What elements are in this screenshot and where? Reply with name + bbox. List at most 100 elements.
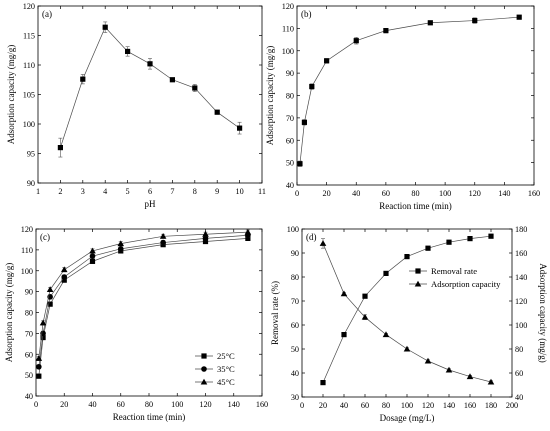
x-tick-label-c: 40	[88, 400, 96, 409]
chart-panel-a: 1 2 3 4 5 6 7 8 9 10 11 90 95 100 105 110 115 120 pH Adsorp…	[6, 2, 266, 209]
y-tick-label-right-d: 160	[515, 249, 527, 258]
x-tick-label-a: 8	[193, 187, 197, 196]
data-point-b-0	[297, 161, 303, 167]
data-point-b-0	[353, 38, 359, 44]
series-line-b-0	[299, 16, 520, 164]
x-tick-label-c: 120	[199, 400, 211, 409]
data-point-d-1	[319, 240, 327, 246]
legend-marker-c	[201, 353, 207, 359]
data-point-d-1	[340, 290, 348, 297]
data-point-d-0	[383, 270, 389, 276]
x-tick-label-b: 120	[469, 189, 481, 198]
y-tick-label-a: 110	[23, 61, 35, 70]
x-tick-label-c: 0	[34, 400, 38, 409]
x-tick-label-a: 1	[36, 187, 40, 196]
y-tick-label-a: 100	[23, 120, 35, 129]
data-point-c-2	[46, 286, 54, 293]
data-point-c-0	[36, 373, 42, 379]
chart-panel-b: 0 20 40 60 80 100 120 140 160 40 50 60 70 80 90 100 110 1…	[265, 2, 540, 211]
x-tick-label-d: 160	[464, 401, 476, 410]
y-tick-label-b: 40	[286, 181, 294, 190]
y-tick-label-d: 90	[291, 249, 299, 258]
data-point-d-1	[487, 378, 495, 385]
y-tick-label-d: 40	[291, 369, 299, 378]
data-point-c-2	[117, 240, 125, 247]
y-tick-label-a: 95	[27, 150, 35, 159]
x-tick-label-c: 160	[256, 400, 268, 409]
data-point-d-1	[361, 313, 369, 320]
y-tick-label-a: 115	[23, 32, 35, 41]
y-tick-label-a: 90	[27, 179, 35, 188]
x-tick-label-c: 60	[117, 400, 125, 409]
x-tick-label-d: 80	[382, 401, 390, 410]
x-tick-label-a: 3	[81, 187, 85, 196]
y-tick-label-a: 120	[23, 2, 35, 11]
y-tick-label-right-d: 180	[515, 225, 527, 234]
x-tick-label-b: 60	[382, 189, 390, 198]
x-tick-label-b: 20	[323, 189, 331, 198]
data-point-b-0	[427, 20, 433, 26]
y-tick-label-d: 100	[287, 225, 299, 234]
y-tick-label-right-d: 100	[515, 321, 527, 330]
plot-frame-a	[37, 5, 263, 184]
data-point-a-0	[125, 48, 131, 55]
y-tick-label-c: 100	[21, 267, 33, 276]
x-tick-label-d: 0	[300, 401, 304, 410]
data-point-b-0	[516, 14, 522, 20]
x-tick-label-d: 120	[422, 401, 434, 410]
y-tick-label-b: 60	[286, 136, 294, 145]
data-point-b-0	[301, 119, 308, 125]
y-tick-label-d: 60	[291, 321, 299, 330]
data-point-c-1	[36, 363, 42, 370]
x-tick-label-a: 9	[215, 187, 219, 196]
x-tick-label-a: 5	[126, 187, 130, 196]
x-tick-label-c: 80	[145, 400, 153, 409]
panel-label-a: (a)	[42, 9, 52, 19]
x-tick-label-c: 20	[60, 400, 68, 409]
data-point-d-0	[341, 332, 347, 338]
legend-marker-d	[415, 268, 421, 274]
y-tick-label-d: 80	[291, 273, 299, 282]
y-tick-label-a: 105	[23, 91, 35, 100]
y-tick-label-right-d: 120	[515, 297, 527, 306]
data-point-b-0	[324, 58, 330, 64]
y-tick-label-b: 110	[282, 24, 294, 33]
data-point-c-1	[61, 274, 68, 280]
y-axis-title-b: Adsorption capacity (mg/g)	[265, 46, 275, 145]
chart-panel-d: 0 20 40 60 80 100 120 140 160 180 200 30 40 50 60 70 80 9…	[270, 225, 548, 423]
data-point-c-1	[160, 239, 166, 246]
y-tick-label-b: 70	[286, 114, 294, 123]
data-point-d-0	[404, 254, 410, 260]
y-tick-label-c: 60	[25, 350, 33, 359]
series-line-c-1	[38, 234, 248, 367]
y-tick-label-right-d: 80	[515, 345, 523, 354]
y-axis-title-c: Adsorption capacity (mg/g)	[4, 263, 14, 362]
data-point-d-1	[424, 357, 432, 364]
y-tick-label-d: 70	[291, 297, 299, 306]
data-point-c-2	[89, 247, 96, 254]
y-tick-label-c: 80	[25, 309, 33, 318]
data-point-c-0	[245, 235, 251, 241]
data-point-d-0	[488, 233, 494, 239]
y-tick-label-right-d: 60	[515, 369, 523, 378]
y-tick-label-c: 90	[25, 288, 33, 297]
data-point-d-1	[382, 331, 390, 338]
data-point-c-1	[89, 253, 96, 259]
y-axis-title-a: Adsorption capacity (mg/g)	[6, 45, 16, 144]
data-point-a-0	[169, 77, 175, 83]
data-point-b-0	[472, 17, 478, 24]
y-tick-label-b: 90	[286, 69, 294, 78]
data-point-d-0	[320, 380, 326, 386]
y-tick-label-d: 30	[291, 393, 299, 402]
legend-label-c: 35°C	[217, 364, 235, 374]
x-axis-title-b: Reaction time (min)	[379, 201, 451, 211]
x-axis-title-c: Reaction time (min)	[113, 412, 185, 422]
legend-label-d: Removal rate	[431, 266, 477, 276]
y-tick-label-b: 80	[286, 92, 294, 101]
legend-marker-d	[414, 280, 422, 287]
data-point-a-0	[192, 85, 198, 91]
data-point-d-1	[445, 366, 453, 373]
data-point-c-2	[35, 355, 43, 361]
x-tick-label-a: 10	[236, 187, 244, 196]
